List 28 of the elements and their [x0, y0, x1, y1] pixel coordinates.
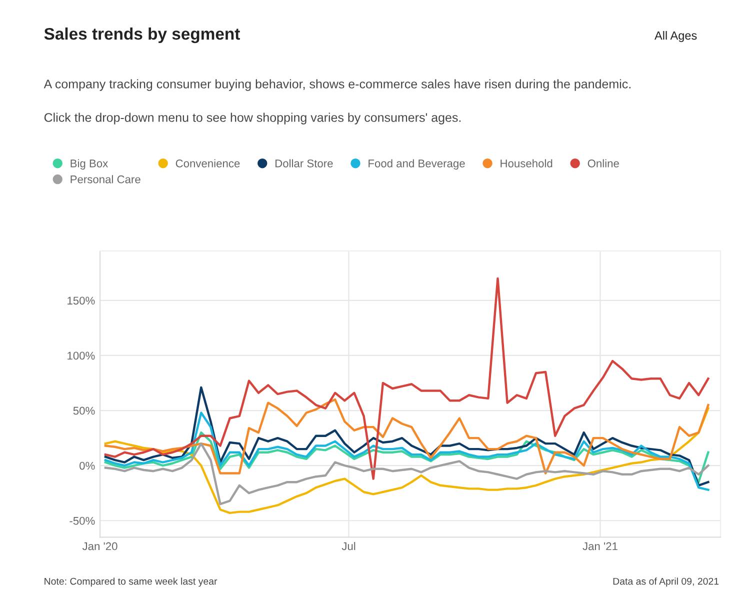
line-series [104, 407, 710, 514]
legend-label: Dollar Store [276, 159, 333, 168]
text: All Ages [654, 31, 697, 42]
line-series [104, 386, 710, 487]
y-tick-label: 100% [68, 352, 95, 360]
line-series [104, 412, 710, 491]
text: Note: Compared to same week last year [44, 578, 218, 587]
y-tick-label: 150% [68, 296, 95, 305]
x-tick-label: Jul [342, 542, 356, 550]
text: Data as of April 09, 2021 [613, 578, 719, 587]
text: Click the drop-down menu to see how shopping varies by consumers' ages. [44, 112, 461, 124]
legend-label: Big Box [70, 159, 108, 170]
chart-title: Sales trends by segment [44, 28, 240, 44]
legend-label: Convenience [176, 159, 240, 168]
line-series [104, 431, 710, 484]
y-tick-label: 0% [80, 462, 95, 470]
chart-subtitle: A company tracking consumer buying behavior, shows e-commerce sales have risen during the pandemic. [44, 79, 630, 91]
legend-label: Personal Care [70, 175, 140, 184]
x-tick-label: Jan '20 [82, 542, 118, 550]
x-tick-label: Jan '21 [582, 542, 618, 550]
line-series [104, 277, 710, 480]
line-series [104, 398, 710, 474]
y-tick-label: -50% [70, 516, 95, 525]
legend-label: Household [500, 159, 552, 168]
legend-label: Food and Beverage [368, 159, 465, 170]
legend-label: Online [588, 159, 619, 168]
y-tick-label: 50% [73, 406, 95, 415]
line-series [104, 442, 710, 506]
